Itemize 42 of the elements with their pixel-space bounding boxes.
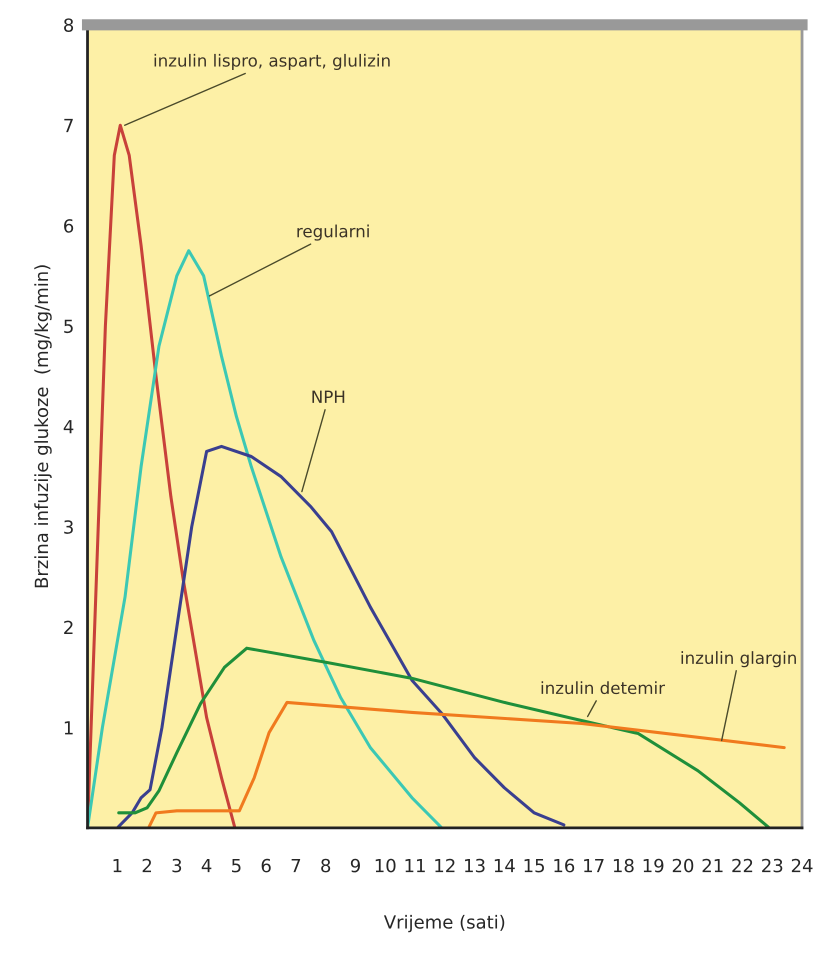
- y-axis-title: Brzina infuzije glukoze (mg/kg/min): [34, 265, 52, 588]
- x-tick-label: 9: [350, 858, 360, 872]
- y-tick-label: 4: [64, 420, 74, 434]
- x-tick-label: 6: [262, 858, 271, 872]
- line-series: [88, 249, 444, 828]
- text: inzulin glargin: [682, 651, 796, 668]
- x-tick-label: 21: [702, 858, 723, 872]
- text: NPH: [312, 390, 344, 403]
- x-tick-label: 22: [732, 858, 752, 872]
- y-tick-label: 1: [64, 721, 73, 734]
- x-tick-label: 13: [465, 858, 485, 872]
- x-tick-label: 8: [321, 858, 330, 872]
- y-tick-label: 6: [64, 219, 74, 233]
- text: regularni: [297, 224, 369, 241]
- x-tick-label: 17: [584, 859, 604, 872]
- line-series: [147, 700, 786, 828]
- x-tick-label: 4: [202, 859, 212, 872]
- x-tick-label: 19: [644, 858, 664, 872]
- x-tick-label: 1: [114, 859, 122, 872]
- x-tick-label: 3: [172, 858, 182, 872]
- x-tick-label: 11: [406, 859, 425, 872]
- x-tick-label: 15: [524, 859, 544, 872]
- text: inzulin lispro, aspart, glulizin: [154, 54, 390, 70]
- y-tick-label: 5: [64, 320, 73, 334]
- y-tick-label: 3: [64, 520, 73, 534]
- series-label: inzulin detemir: [542, 681, 666, 694]
- x-tick-label: 5: [232, 859, 241, 872]
- x-tick-label: 14: [494, 859, 515, 872]
- x-tick-label: 12: [435, 858, 454, 872]
- y-tick-label: 7: [64, 118, 73, 132]
- y-tick-label: 2: [64, 620, 73, 634]
- x-tick-label: 10: [376, 858, 396, 872]
- x-axis-title: Vrijeme (sati): [384, 914, 504, 932]
- x-tick-label: 16: [554, 858, 574, 872]
- x-tick-label: 7: [292, 859, 300, 872]
- x-tick-label: 18: [614, 858, 634, 872]
- x-tick-label: 20: [672, 858, 694, 872]
- x-tick-label: 24: [792, 858, 813, 872]
- x-tick-label: 2: [142, 858, 151, 872]
- x-tick-label: 23: [762, 858, 782, 872]
- line-series: [88, 124, 236, 828]
- y-tick-label: 8: [64, 18, 74, 32]
